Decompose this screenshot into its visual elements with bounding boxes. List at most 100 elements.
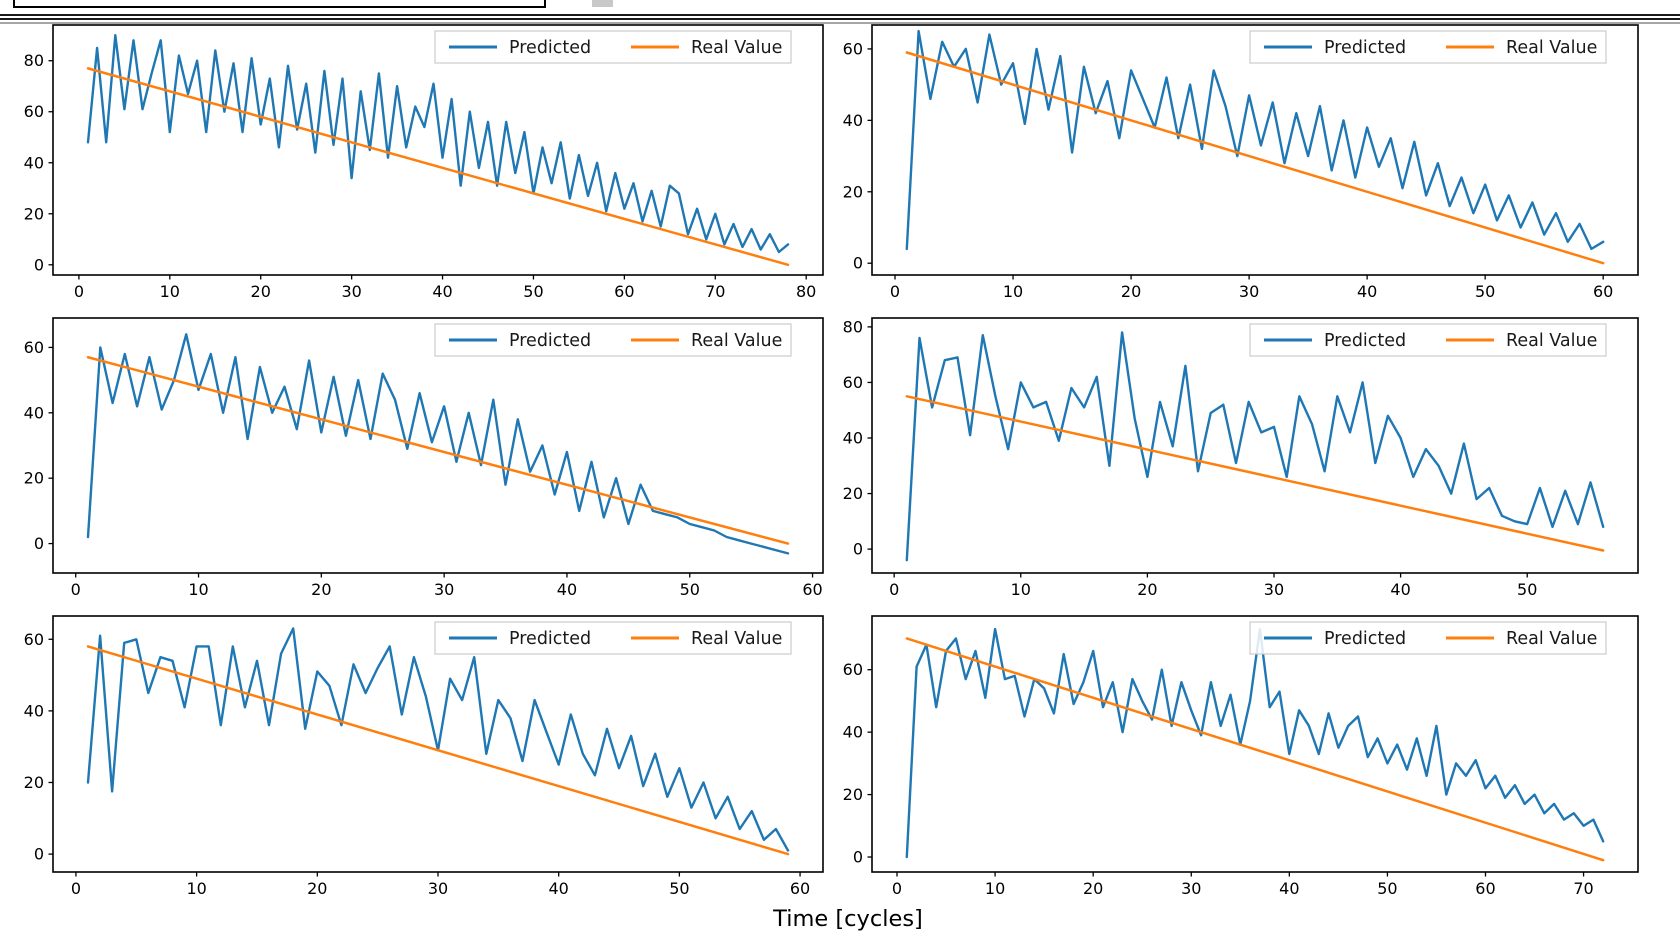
- x-tick-label: 10: [160, 282, 180, 301]
- x-tick-label: 10: [1011, 580, 1031, 599]
- legend-label-predicted: Predicted: [1324, 38, 1406, 58]
- legend-label-real-value: Real Value: [691, 38, 782, 58]
- x-tick-label: 0: [889, 580, 899, 599]
- x-tick-label: 20: [1083, 879, 1103, 898]
- y-tick-label: 40: [843, 723, 863, 742]
- y-tick-label: 20: [24, 469, 44, 488]
- axes-frame: [52, 317, 824, 574]
- y-tick-label: 40: [843, 429, 863, 448]
- y-tick-label: 80: [843, 317, 863, 336]
- x-tick-label: 0: [71, 580, 81, 599]
- x-tick-label: 80: [796, 282, 816, 301]
- legend-label-predicted: Predicted: [509, 629, 591, 649]
- axes-frame: [871, 317, 1639, 574]
- predicted-line: [86, 333, 790, 555]
- y-tick-label: 20: [843, 785, 863, 804]
- y-tick-label: 20: [843, 182, 863, 201]
- legend: Predicted Real Value: [434, 621, 792, 655]
- real-value-line: [86, 645, 790, 856]
- y-tick-label: 0: [853, 540, 863, 559]
- predicted-line: [86, 34, 790, 254]
- x-tick-label: 60: [1475, 879, 1495, 898]
- y-tick-label: 0: [853, 254, 863, 273]
- x-tick-label: 60: [790, 879, 810, 898]
- real-value-line: [86, 67, 790, 267]
- y-tick-label: 40: [24, 403, 44, 422]
- legend-label-predicted: Predicted: [1324, 629, 1406, 649]
- legend: Predicted Real Value: [1249, 30, 1607, 64]
- cutoff-panel-border: [13, 0, 546, 8]
- real-value-line: [905, 395, 1605, 552]
- x-tick-label: 20: [311, 580, 331, 599]
- x-tick-label: 10: [1003, 282, 1023, 301]
- x-tick-label: 30: [341, 282, 361, 301]
- y-tick-label: 60: [843, 373, 863, 392]
- real-value-line: [86, 355, 790, 545]
- x-tick-label: 40: [557, 580, 577, 599]
- predicted-line: [905, 29, 1605, 251]
- x-tick-label: 50: [1517, 580, 1537, 599]
- legend-box: [434, 30, 792, 64]
- legend: Predicted Real Value: [434, 30, 792, 64]
- x-tick-label: 30: [434, 580, 454, 599]
- legend-label-predicted: Predicted: [509, 331, 591, 351]
- x-tick-label: 70: [1573, 879, 1593, 898]
- x-tick-label: 50: [1475, 282, 1495, 301]
- real-value-line: [905, 637, 1605, 862]
- x-tick-label: 0: [74, 282, 84, 301]
- x-tick-label: 30: [428, 879, 448, 898]
- legend-label-real-value: Real Value: [1506, 38, 1597, 58]
- x-tick-label: 10: [186, 879, 206, 898]
- x-tick-label: 30: [1264, 580, 1284, 599]
- x-tick-label: 70: [705, 282, 725, 301]
- y-tick-label: 20: [24, 204, 44, 223]
- axes-frame: [52, 615, 824, 873]
- x-tick-label: 20: [1137, 580, 1157, 599]
- subplot-bottom-right: 0 10 20 30 40 50 60 70 0 20 40 60 Predicted Real Valu…: [843, 615, 1639, 898]
- x-tick-label: 50: [669, 879, 689, 898]
- legend-label-real-value: Real Value: [1506, 331, 1597, 351]
- axes-frame: [871, 615, 1639, 873]
- real-value-line: [905, 51, 1605, 265]
- y-tick-label: 40: [843, 111, 863, 130]
- x-tick-label: 0: [890, 282, 900, 301]
- y-tick-label: 60: [24, 630, 44, 649]
- y-tick-label: 0: [34, 534, 44, 553]
- x-tick-label: 50: [680, 580, 700, 599]
- horizontal-rule-bottom: [0, 18, 1680, 20]
- legend-label-real-value: Real Value: [691, 331, 782, 351]
- x-tick-label: 50: [523, 282, 543, 301]
- axes-frame: [871, 24, 1639, 276]
- gray-fragment: [592, 0, 613, 7]
- predicted-line: [905, 627, 1605, 859]
- x-tick-label: 0: [892, 879, 902, 898]
- y-tick-label: 20: [843, 484, 863, 503]
- x-tick-label: 0: [71, 879, 81, 898]
- subplot-bottom-left: 0 10 20 30 40 50 60 0 20 40 60 Predicted Real Value: [24, 615, 824, 898]
- x-tick-label: 50: [1377, 879, 1397, 898]
- y-tick-label: 60: [843, 660, 863, 679]
- subplot-top-left: 0 10 20 30 40 50 60 70 80 0 20 40 60 80 Predicted Real …: [24, 24, 824, 301]
- x-tick-label: 40: [1357, 282, 1377, 301]
- x-tick-label: 40: [432, 282, 452, 301]
- y-tick-label: 0: [34, 255, 44, 274]
- horizontal-rule-gray: [0, 21, 1680, 24]
- legend: Predicted Real Value: [434, 323, 792, 357]
- legend: Predicted Real Value: [1249, 621, 1607, 655]
- x-tick-label: 30: [1239, 282, 1259, 301]
- legend-label-real-value: Real Value: [1506, 629, 1597, 649]
- x-tick-label: 60: [802, 580, 822, 599]
- y-tick-label: 40: [24, 153, 44, 172]
- legend: Predicted Real Value: [1249, 323, 1607, 357]
- x-tick-label: 30: [1181, 879, 1201, 898]
- y-tick-label: 0: [853, 848, 863, 867]
- y-tick-label: 80: [24, 51, 44, 70]
- x-tick-label: 60: [614, 282, 634, 301]
- y-tick-label: 20: [24, 773, 44, 792]
- y-tick-label: 60: [24, 102, 44, 121]
- legend-label-real-value: Real Value: [691, 629, 782, 649]
- predicted-line: [905, 331, 1605, 562]
- subplot-mid-right: 0 10 20 30 40 50 0 20 40 60 80 Predicted Real Value: [843, 317, 1639, 599]
